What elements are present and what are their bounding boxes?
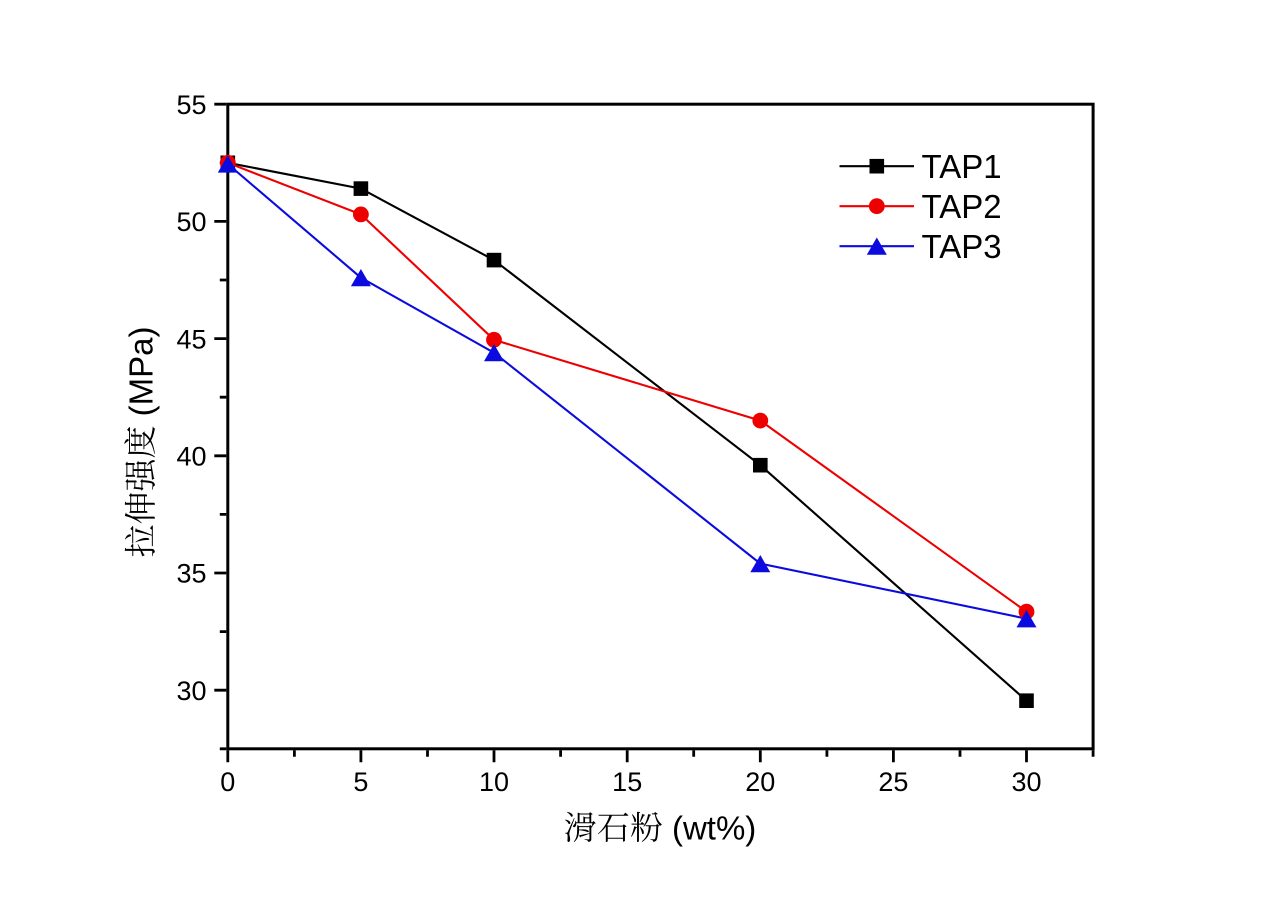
svg-text:40: 40 xyxy=(176,442,206,472)
svg-text:(wt%): (wt%) xyxy=(663,809,757,846)
svg-text:30: 30 xyxy=(176,676,206,706)
svg-text:TAP1: TAP1 xyxy=(922,148,1002,185)
svg-text:0: 0 xyxy=(220,767,235,797)
svg-text:20: 20 xyxy=(745,767,775,797)
svg-text:5: 5 xyxy=(353,767,368,797)
svg-text:55: 55 xyxy=(176,90,206,120)
svg-text:TAP2: TAP2 xyxy=(922,188,1002,225)
svg-text:(MPa): (MPa) xyxy=(122,327,159,426)
svg-text:45: 45 xyxy=(176,324,206,354)
svg-text:10: 10 xyxy=(479,767,509,797)
svg-text:35: 35 xyxy=(176,559,206,589)
svg-text:25: 25 xyxy=(878,767,908,797)
svg-text:50: 50 xyxy=(176,207,206,237)
svg-text:30: 30 xyxy=(1011,767,1041,797)
svg-text:15: 15 xyxy=(612,767,642,797)
svg-text:TAP3: TAP3 xyxy=(922,228,1002,265)
